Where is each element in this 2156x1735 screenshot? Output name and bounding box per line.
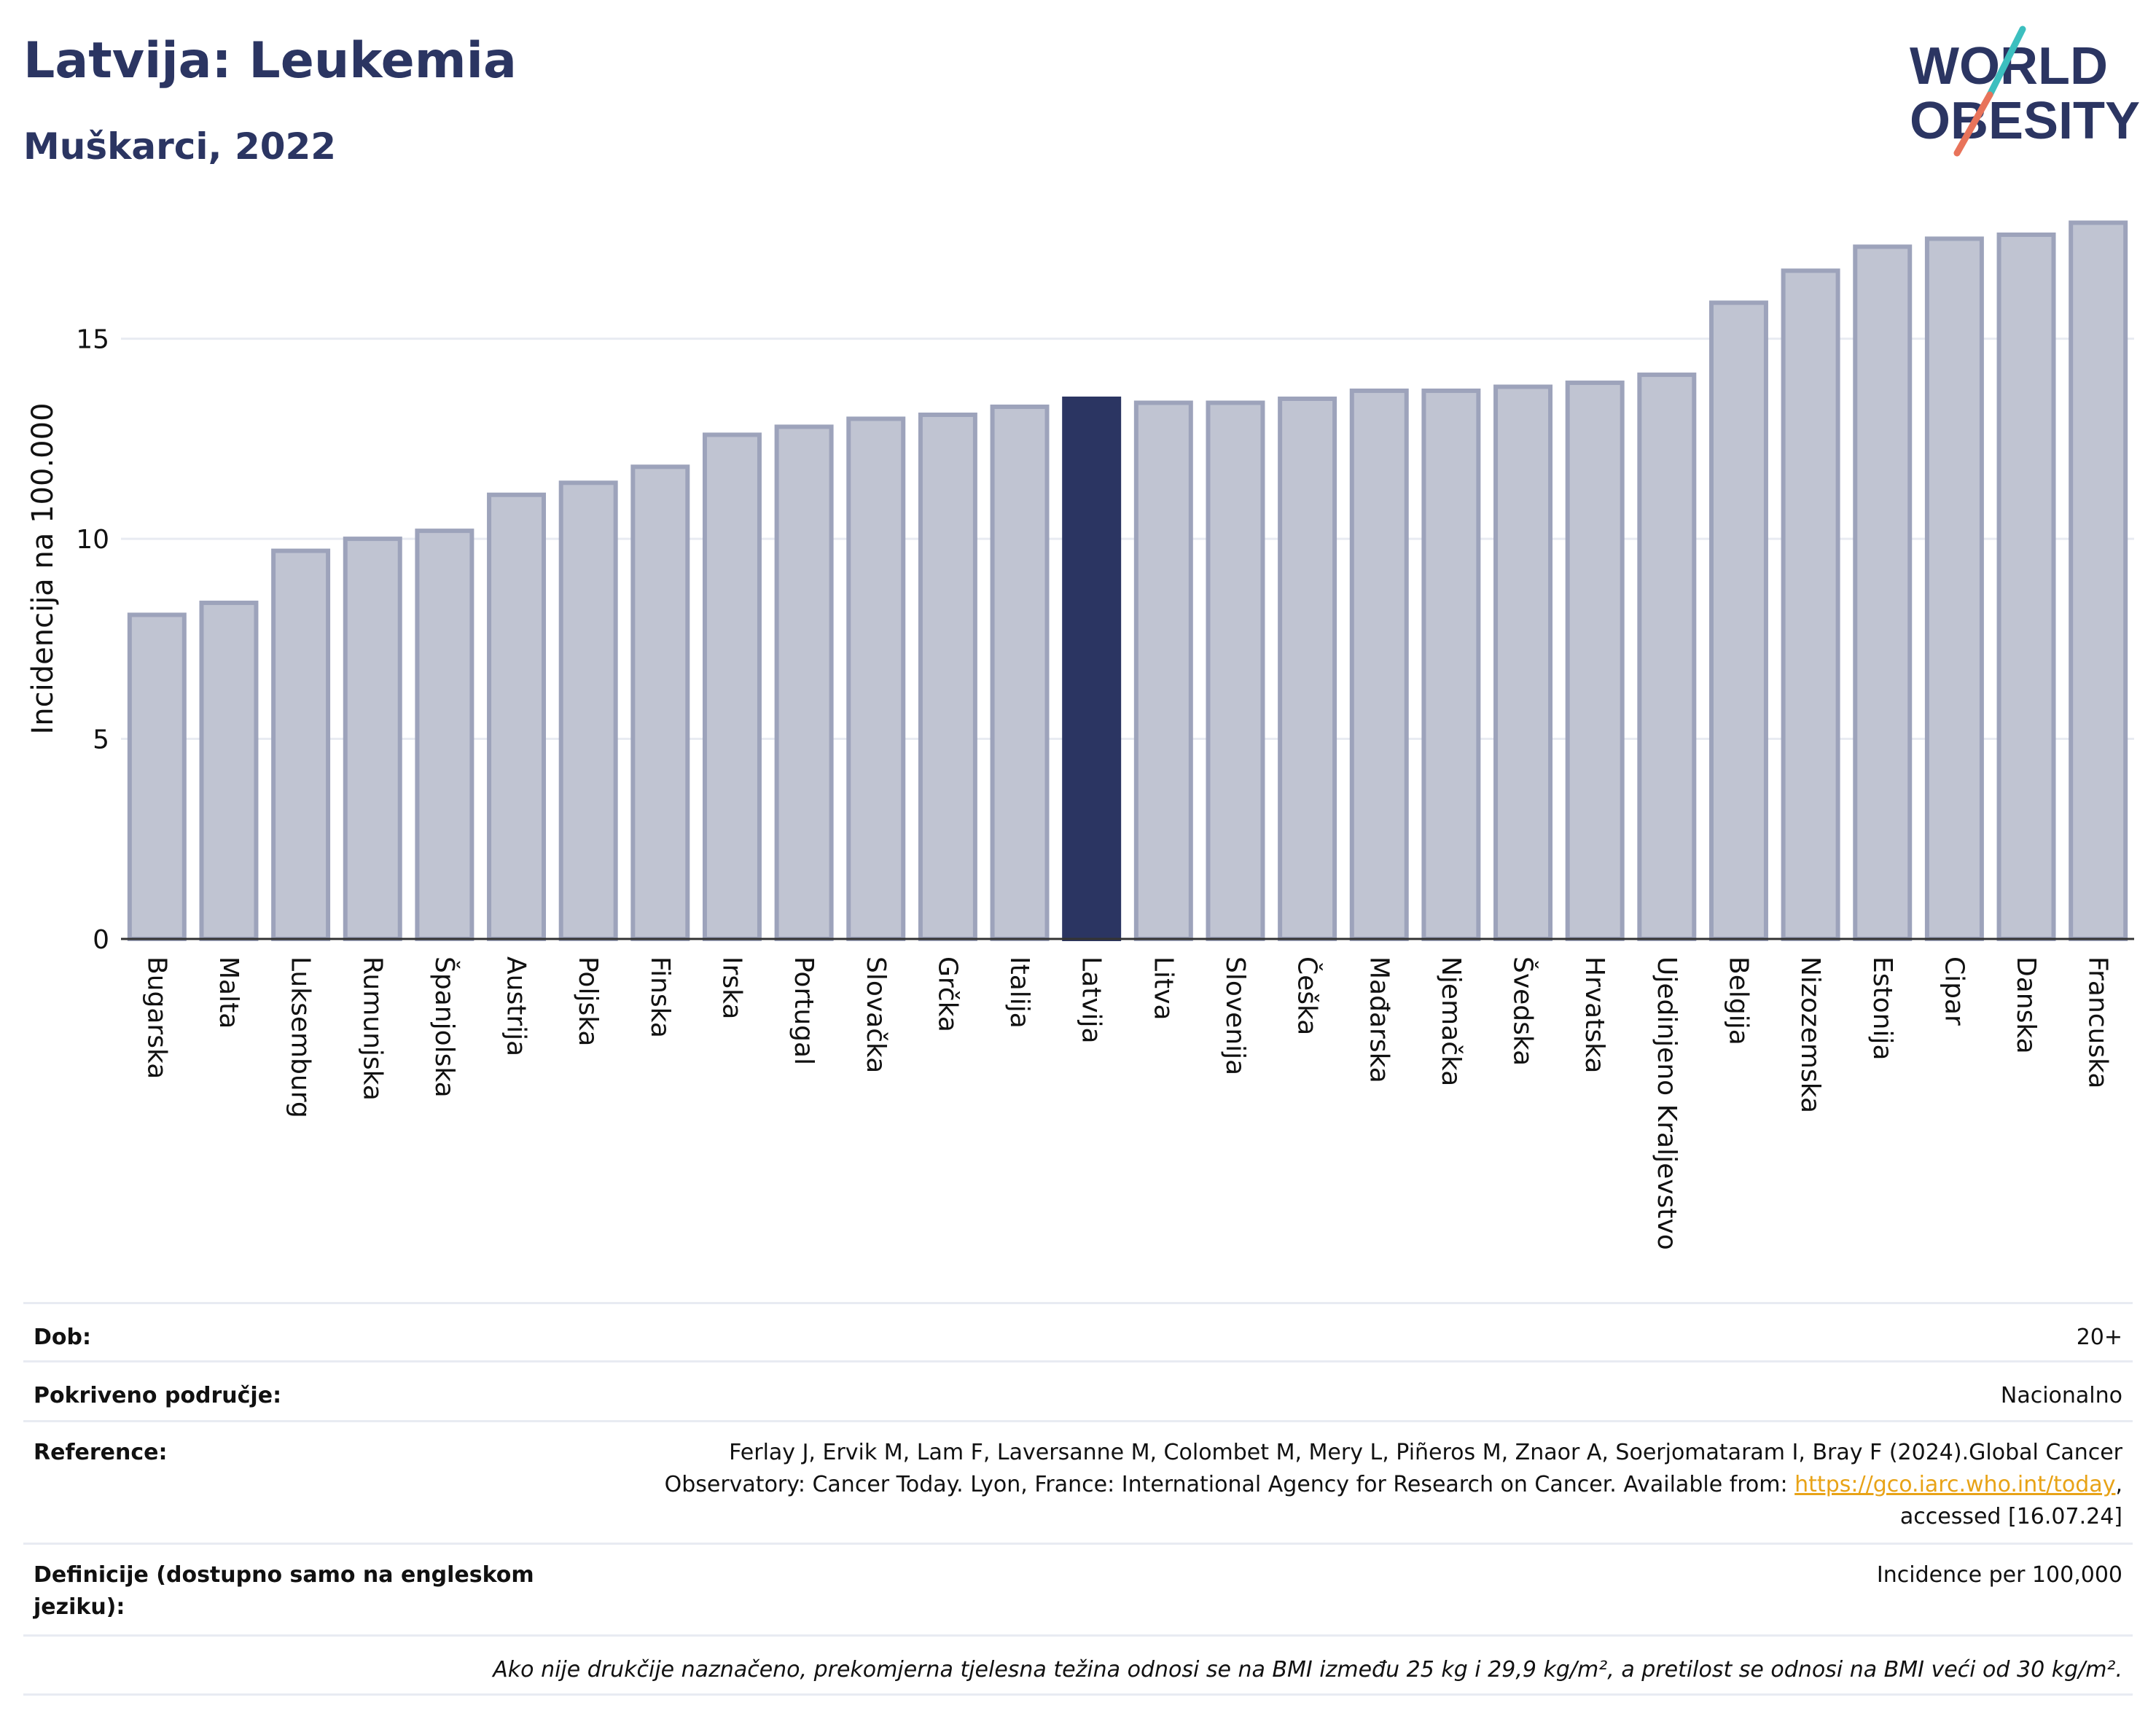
- meta-row-age: Dob: 20+: [23, 1302, 2133, 1360]
- reference-text-4: accessed [16.07.24]: [1899, 1504, 2122, 1529]
- x-tick-label: Portugal: [789, 956, 819, 1065]
- x-tick-label: Cipar: [1939, 956, 1969, 1026]
- x-tick-label: Švedska: [1508, 956, 1539, 1066]
- reference-value: Ferlay J, Ervik M, Lam F, Laversanne M, …: [558, 1437, 2133, 1533]
- bar: [415, 529, 474, 941]
- x-tick-label: Slovačka: [861, 956, 891, 1073]
- x-tick-label: Luksemburg: [286, 956, 316, 1118]
- reference-text-3: ,: [2115, 1472, 2122, 1497]
- x-tick-label: Litva: [1148, 956, 1178, 1021]
- x-tick-label: Njemačka: [1436, 956, 1466, 1086]
- reference-text-1: Ferlay J, Ervik M, Lam F, Laversanne M, …: [729, 1440, 2122, 1465]
- y-tick-label: 10: [76, 525, 109, 555]
- bar: [918, 412, 977, 941]
- bar-layer: [127, 220, 2128, 942]
- bar: [1349, 389, 1409, 941]
- x-tick-label: Grčka: [932, 956, 962, 1032]
- bar: [487, 492, 547, 941]
- x-tick-label: Finska: [645, 956, 675, 1038]
- x-tick-label: Belgija: [1723, 956, 1753, 1045]
- reference-link[interactable]: https://gco.iarc.who.int/today: [1794, 1472, 2116, 1497]
- bar: [1062, 397, 1122, 941]
- bar: [343, 537, 402, 941]
- logo-line-1: WORLD: [1910, 37, 2108, 95]
- bar: [1781, 268, 1840, 942]
- x-tick-label: Rumunjska: [357, 956, 387, 1101]
- logo-line-2: OBESITY: [1910, 92, 2140, 150]
- bar: [1493, 384, 1553, 941]
- bar: [1421, 389, 1481, 941]
- y-tick-label: 15: [76, 325, 109, 355]
- bar: [990, 404, 1050, 941]
- x-tick-label: Francuska: [2083, 956, 2113, 1088]
- metadata-table: Dob: 20+ Pokriveno područje: Nacionalno …: [23, 1302, 2133, 1696]
- meta-row-note: Ako nije drukčije naznačeno, prekomjerna…: [23, 1634, 2133, 1696]
- x-tick-label: Hrvatska: [1579, 956, 1609, 1073]
- meta-row-reference: Reference: Ferlay J, Ervik M, Lam F, Lav…: [23, 1420, 2133, 1543]
- bar: [1853, 244, 1913, 941]
- x-tick-label: Nizozemska: [1795, 956, 1825, 1113]
- page-title: Latvija: Leukemia: [23, 32, 517, 90]
- x-tick-label: Irska: [716, 956, 746, 1019]
- meta-row-area: Pokriveno područje: Nacionalno: [23, 1360, 2133, 1420]
- bar: [846, 416, 906, 941]
- bar: [558, 480, 618, 941]
- x-tick-label: Latvija: [1077, 956, 1106, 1044]
- y-axis-label: Incidencija na 100.000: [26, 402, 60, 734]
- y-tick-label: 0: [93, 925, 109, 955]
- x-tick-label: Estonija: [1867, 956, 1897, 1061]
- x-tick-label: Slovenija: [1220, 956, 1250, 1075]
- x-tick-label: Ujedinjeno Kraljevstvo: [1652, 956, 1682, 1250]
- axis-layer: 0 5 10 15 Bugarska Malta Luksemburg Rumunjska Šp…: [76, 325, 2134, 1250]
- bar: [199, 600, 259, 942]
- x-tick-label: Danska: [2011, 956, 2041, 1054]
- logo-slash-top: [1986, 26, 2026, 98]
- logo-slash-bottom: [1953, 91, 1993, 157]
- bar: [2069, 220, 2128, 941]
- age-label: Dob:: [34, 1325, 91, 1350]
- bar: [1565, 381, 1625, 941]
- x-tick-label: Mađarska: [1364, 956, 1394, 1083]
- bar: [630, 464, 690, 941]
- bmi-note: Ako nije drukčije naznačeno, prekomjerna…: [493, 1657, 2122, 1683]
- bar-chart: 0 5 10 15 Bugarska Malta Luksemburg Rumunjska Šp…: [26, 220, 2134, 1250]
- bar: [702, 432, 762, 941]
- y-tick-label: 5: [93, 725, 109, 755]
- x-tick-label: Italija: [1004, 956, 1034, 1029]
- bar: [127, 612, 187, 942]
- area-label: Pokriveno područje:: [34, 1383, 282, 1408]
- x-tick-label: Poljska: [573, 956, 603, 1047]
- x-tick-label: Malta: [214, 956, 243, 1029]
- definitions-label: Definicije (dostupno samo na engleskom j…: [34, 1562, 534, 1620]
- x-tick-label: Španjolska: [429, 956, 460, 1098]
- age-value: 20+: [2076, 1325, 2122, 1350]
- bar: [1708, 300, 1768, 941]
- bar: [271, 548, 331, 941]
- area-value: Nacionalno: [2000, 1383, 2122, 1408]
- bar: [1278, 397, 1337, 941]
- reference-text-2: Observatory: Cancer Today. Lyon, France:…: [664, 1472, 1795, 1497]
- x-tick-label: Austrija: [501, 956, 531, 1056]
- x-tick-label: Češka: [1292, 956, 1323, 1035]
- reference-label: Reference:: [34, 1440, 168, 1465]
- bar: [1206, 400, 1265, 941]
- bar: [1924, 236, 1984, 941]
- world-obesity-logo: WORLD OBESITY: [1910, 26, 2140, 157]
- definitions-value: Incidence per 100,000: [1876, 1562, 2122, 1588]
- x-tick-label: Bugarska: [141, 956, 171, 1079]
- page-subtitle: Muškarci, 2022: [23, 125, 337, 168]
- bar: [1637, 373, 1697, 941]
- meta-row-definitions: Definicije (dostupno samo na engleskom j…: [23, 1543, 2133, 1634]
- bar: [1133, 400, 1193, 941]
- bar: [1996, 232, 2056, 941]
- bar: [774, 424, 834, 941]
